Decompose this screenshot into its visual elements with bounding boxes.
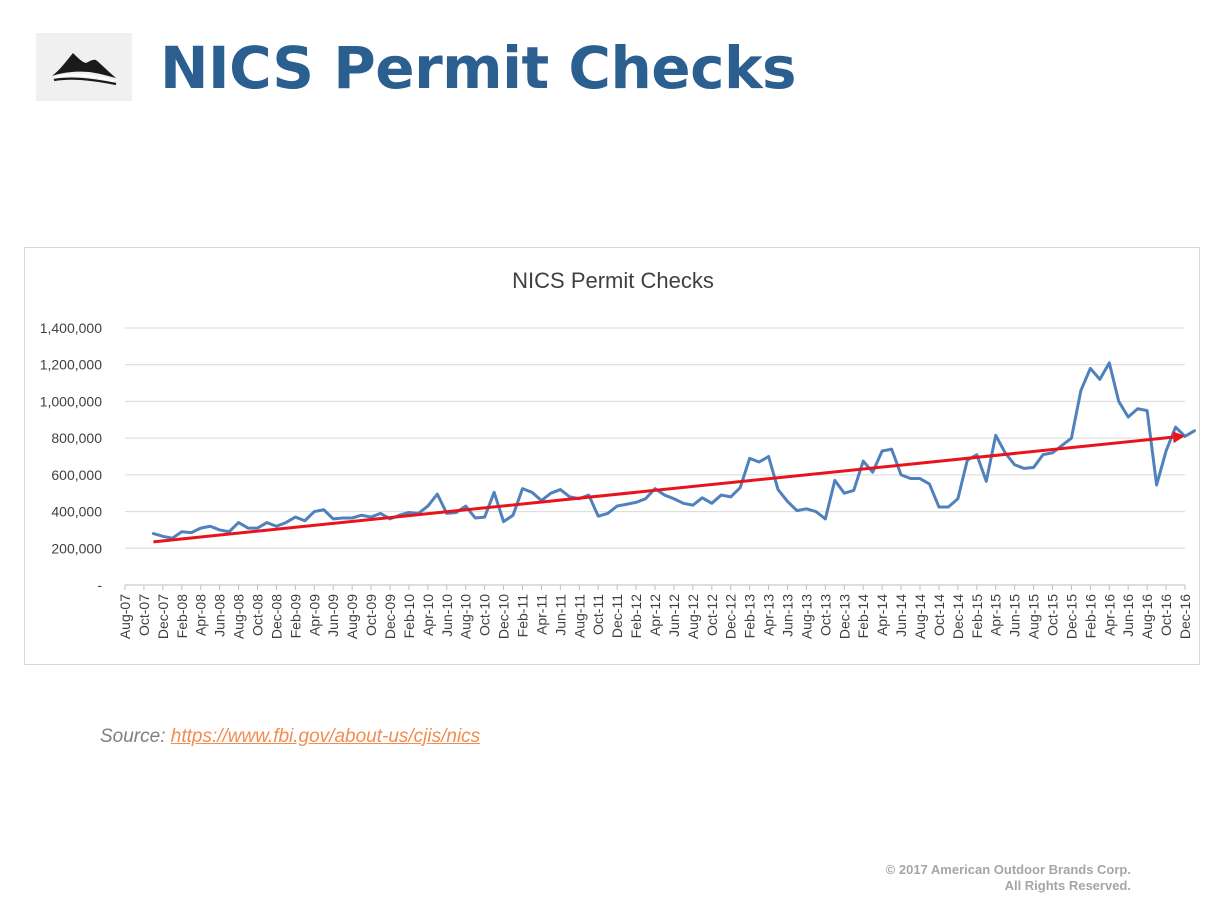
x-tick-label: Apr-16 <box>1101 594 1117 636</box>
x-tick-label: Dec-16 <box>1177 594 1193 639</box>
x-tick-label: Aug-11 <box>571 594 587 638</box>
y-tick-label: 200,000 <box>51 540 102 556</box>
x-tick-label: Dec-12 <box>723 594 739 639</box>
x-tick-label: Jun-16 <box>1120 594 1136 637</box>
x-tick-label: Feb-15 <box>969 594 985 639</box>
x-tick-label: Oct-10 <box>477 594 493 636</box>
trendline <box>153 435 1174 544</box>
source-label: Source: <box>100 726 166 747</box>
x-tick-label: Apr-09 <box>306 594 322 636</box>
x-tick-label: Feb-11 <box>515 594 531 638</box>
y-tick-label: 1,400,000 <box>40 320 102 336</box>
trendline-arrowhead <box>1172 431 1185 444</box>
x-tick-label: Feb-16 <box>1082 594 1098 639</box>
x-tick-label: Oct-07 <box>136 594 152 636</box>
x-tick-label: Apr-08 <box>193 594 209 636</box>
x-tick-label: Aug-09 <box>344 594 360 639</box>
x-tick-label: Feb-09 <box>287 594 303 639</box>
x-tick-label: Aug-13 <box>798 594 814 639</box>
chart-title: NICS Permit Checks <box>512 268 714 293</box>
x-tick-label: Jun-08 <box>212 594 228 637</box>
x-tick-label: Aug-10 <box>458 594 474 639</box>
x-tick-label: Apr-13 <box>761 594 777 636</box>
x-tick-label: Dec-11 <box>609 594 625 638</box>
x-tick-label: Apr-15 <box>988 594 1004 636</box>
x-tick-label: Oct-12 <box>704 594 720 636</box>
x-tick-label: Jun-11 <box>552 594 568 636</box>
x-tick-label: Oct-15 <box>1045 594 1061 636</box>
x-tick-label: Aug-14 <box>912 594 928 639</box>
x-tick-label: Jun-13 <box>780 594 796 637</box>
x-tick-label: Dec-10 <box>496 594 512 639</box>
series-line <box>151 361 1196 540</box>
x-tick-label: Jun-12 <box>666 594 682 637</box>
x-tick-label: Oct-11 <box>590 594 606 635</box>
source-note: Source: https://www.fbi.gov/about-us/cji… <box>100 726 480 748</box>
x-tick-label: Dec-08 <box>268 594 284 639</box>
slide-title: NICS Permit Checks <box>160 34 797 102</box>
logo <box>36 33 132 101</box>
x-tick-label: Oct-13 <box>817 594 833 636</box>
chart-container: NICS Permit Checks - 200,000 400,000 600,00… <box>24 247 1200 665</box>
copyright-notice: © 2017 American Outdoor Brands Corp. All… <box>886 862 1131 894</box>
x-tick-label: Dec-15 <box>1063 594 1079 639</box>
x-tick-label: Apr-12 <box>647 594 663 636</box>
copyright-line-1: © 2017 American Outdoor Brands Corp. <box>885 862 1131 877</box>
x-tick-label: Aug-12 <box>685 594 701 639</box>
x-tick-label: Jun-10 <box>439 594 455 637</box>
x-tick-label: Aug-08 <box>231 594 247 639</box>
x-tick-label: Apr-11 <box>533 594 549 635</box>
x-tick-label: Feb-13 <box>742 594 758 639</box>
copyright-line-2: All Rights Reserved. <box>1004 878 1131 893</box>
y-tick-label: - <box>97 577 102 593</box>
x-tick-label: Feb-14 <box>855 594 871 639</box>
x-tick-label: Jun-14 <box>893 594 909 637</box>
x-tick-label: Dec-14 <box>950 594 966 639</box>
x-tick-label: Oct-08 <box>250 594 266 636</box>
x-tick-label: Oct-16 <box>1158 594 1174 636</box>
x-tick-label: Jun-09 <box>325 594 341 637</box>
y-tick-label: 400,000 <box>51 504 102 520</box>
y-tick-label: 600,000 <box>51 467 102 483</box>
y-tick-label: 1,200,000 <box>40 357 102 373</box>
mountain-logo-icon <box>52 53 117 86</box>
y-tick-label: 1,000,000 <box>40 393 102 409</box>
x-tick-label: Jun-15 <box>1007 594 1023 637</box>
x-tick-label: Feb-12 <box>628 594 644 639</box>
x-tick-label: Feb-08 <box>174 594 190 639</box>
x-tick-label: Apr-10 <box>420 594 436 636</box>
y-tick-label: 800,000 <box>51 430 102 446</box>
x-tick-label: Dec-13 <box>836 594 852 639</box>
x-tick-label: Feb-10 <box>401 594 417 639</box>
x-tick-label: Aug-16 <box>1139 594 1155 639</box>
x-tick-label: Dec-07 <box>155 594 171 639</box>
source-link[interactable]: https://www.fbi.gov/about-us/cjis/nics <box>170 726 481 747</box>
x-tick-label: Aug-15 <box>1026 594 1042 639</box>
x-tick-label: Dec-09 <box>382 594 398 639</box>
x-tick-label: Oct-14 <box>931 594 947 636</box>
x-tick-label: Aug-07 <box>117 594 133 639</box>
x-tick-label: Apr-14 <box>874 594 890 636</box>
line-chart: NICS Permit Checks - 200,000 400,000 600,00… <box>40 268 1196 639</box>
x-tick-label: Oct-09 <box>363 594 379 636</box>
